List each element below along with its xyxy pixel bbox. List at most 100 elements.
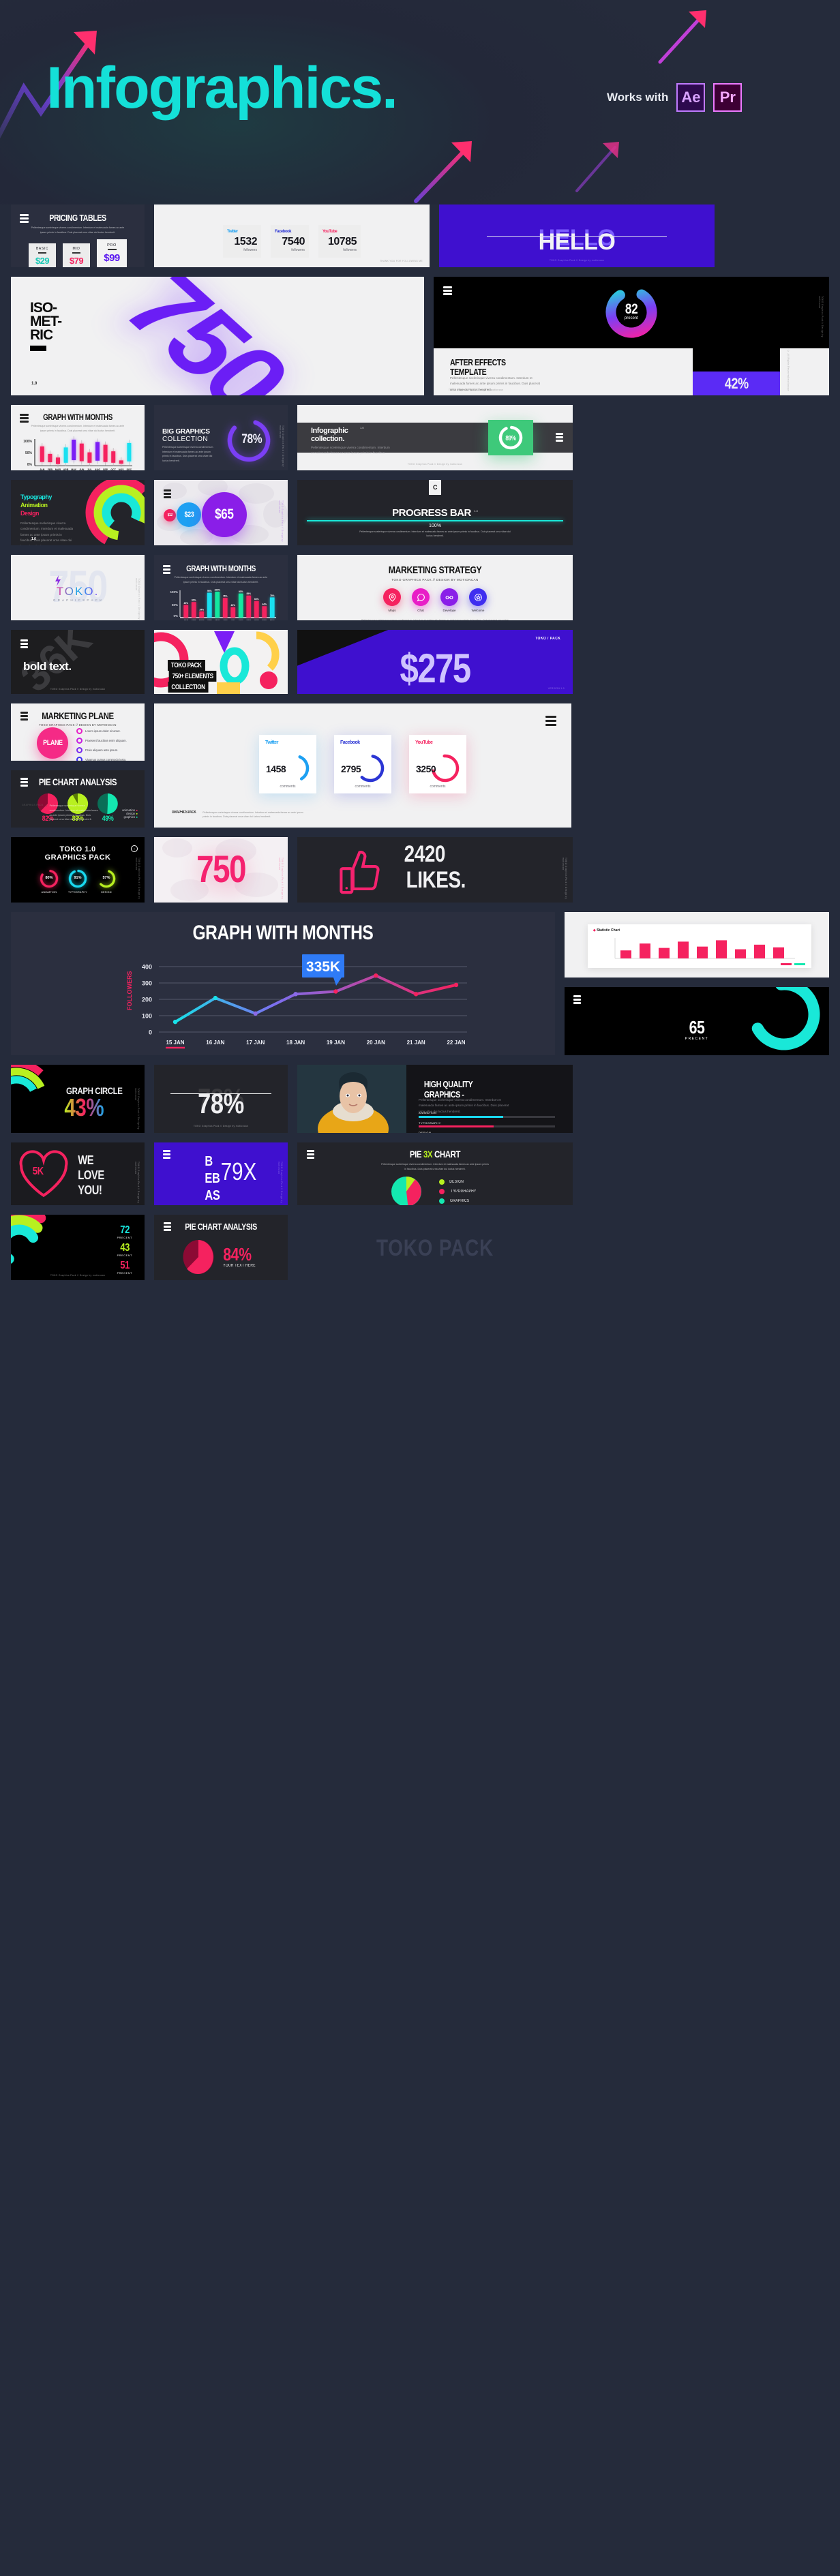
bubble-label: $23 <box>184 511 194 519</box>
panel-high-quality[interactable]: HIGH QUALITY GRAPHICS - Pellentesque sce… <box>297 1065 573 1133</box>
follower-count: 7540 <box>282 236 305 247</box>
panel-likes[interactable]: 2420 LIKES. TOKO Graphics Pack // Design… <box>297 837 573 903</box>
menu-icon[interactable] <box>545 716 556 726</box>
menu-icon[interactable] <box>307 1150 314 1159</box>
panel-graph-months-bars[interactable]: GRAPH WITH MONTHS Pellentesque scelerisq… <box>154 555 288 620</box>
panel-graph-months-candles[interactable]: GRAPH WITH MONTHS Pellentesque scelerisq… <box>11 405 145 470</box>
panel-pink-750[interactable]: 750 TOKO Graphics Pack // Design by moti… <box>154 837 288 903</box>
panel-followers[interactable]: Twitter 1532 followers Facebook 7540 fol… <box>154 204 430 267</box>
panel-pie-analysis[interactable]: PIE CHART ANALYSIS 82% 89% <box>11 770 145 828</box>
panel-bebas[interactable]: B EB AS 79X TOKO Graphics Pack // Design… <box>154 1142 288 1205</box>
plane-circle[interactable]: PLANE <box>37 727 68 759</box>
panel-donut-65[interactable]: 65 PRECENT <box>564 987 829 1055</box>
menu-icon[interactable] <box>164 1222 171 1231</box>
pink-750-background <box>162 838 278 901</box>
menu-icon[interactable] <box>20 639 28 648</box>
panel-toko-750[interactable]: 750 TOKO. G R A P H I C S P A C K TOKO G… <box>11 555 145 620</box>
toko-subtitle: G R A P H I C S P A C K <box>52 598 103 602</box>
menu-icon[interactable] <box>20 214 29 223</box>
panel-toko-graphics-pack[interactable]: TOKO 1.0 GRAPHICS PACK ⌄ 80% ANIAMTION 9… <box>11 837 145 903</box>
donut-item[interactable]: 80% ANIAMTION <box>39 868 59 894</box>
comment-card[interactable]: Twitter 1458 comments <box>259 735 316 793</box>
panel-ae-template[interactable]: AFTER EFFECTS TEMPLATE Pellentesque scel… <box>433 348 829 395</box>
bubble-medium[interactable]: $23 <box>177 502 201 527</box>
panel-pie-3x[interactable]: PIE 3X CHART Pellentesque scelerisque vi… <box>297 1142 573 1205</box>
donut-item[interactable]: 91% TYPOGRAPHY <box>68 868 88 894</box>
donut-item[interactable]: 57% DESIGN <box>96 868 117 894</box>
pie-item[interactable]: 89% <box>68 793 89 823</box>
panel-isometric[interactable]: ISO- MET- RIC 750 1.0 <box>11 277 424 395</box>
arc-unit: PRECENT <box>117 1237 132 1239</box>
svg-text:15 JAN: 15 JAN <box>166 1040 184 1046</box>
legend-item[interactable]: DESIGN <box>438 1179 479 1185</box>
panel-line-graph[interactable]: GRAPH WITH MONTHS 0 100 200 300 400 FOLLOWER… <box>11 912 555 1055</box>
panel-bubbles[interactable]: $12 $23 $65 TOKO Graphics Pack // Design… <box>154 480 288 545</box>
legend-item[interactable]: GRAPHICS <box>438 1198 479 1204</box>
panel-percent-78[interactable]: 78% 78% TOKO Graphics Pack // Design by … <box>154 1065 288 1133</box>
strategy-item[interactable]: Welcome <box>469 588 487 612</box>
we-love-line-2: LOVE <box>78 1168 104 1182</box>
panel-price-275[interactable]: TOKO / PACK $275 VERSION 1.0 <box>297 630 573 694</box>
follower-card[interactable]: Twitter 1532 followers <box>223 225 261 258</box>
panel-marketing-strategy[interactable]: MARKETING STRATEGY TOKO GRAPHICS PACK //… <box>297 555 573 620</box>
menu-icon[interactable] <box>20 712 28 721</box>
strategy-item[interactable]: Chat <box>412 588 430 612</box>
pie-item[interactable]: 82% <box>38 793 58 823</box>
plane-bullet[interactable]: Lorem ipsum dolor sit amet. <box>76 728 127 734</box>
works-with-label: Works with <box>607 91 669 104</box>
chat-bubble-icon <box>412 588 430 606</box>
comment-card[interactable]: YouTube 3250 comments <box>409 735 466 793</box>
bubble-large[interactable]: $65 <box>202 492 247 537</box>
strategy-item[interactable]: Develope <box>440 588 458 612</box>
panel-triple-arc[interactable]: 72 PRECENT 43 PRECENT 51 PRECENT TOKO Gr… <box>11 1215 145 1280</box>
panel-hello[interactable]: HELLO HELLO TOKO Graphics Pack // Design… <box>439 204 715 267</box>
menu-icon[interactable] <box>442 286 452 295</box>
likes-word: LIKES. <box>406 867 466 893</box>
ae-title-line-1: AFTER EFFECTS <box>449 357 506 367</box>
panel-comments[interactable]: Twitter 1458 comments Facebook 2795 comm… <box>154 703 571 828</box>
panel-toko-pack-promo[interactable]: TOKO PACK 750+ ELEMENTS COLLECTION <box>154 630 288 694</box>
pricing-plan-card[interactable]: MID $79 LEARN MORE <box>63 243 90 267</box>
ae-title-line-2: TEMPLATE <box>449 366 487 377</box>
statistic-card[interactable]: ◆ Statistic Chart <box>587 924 811 968</box>
strategy-item[interactable]: Maps <box>383 588 401 612</box>
progress-version: 1.0 <box>474 509 478 513</box>
menu-icon[interactable] <box>163 1150 170 1159</box>
pricing-plan-card[interactable]: BASIC $29 LEARN MORE <box>29 243 56 267</box>
panel-marketing-plane[interactable]: MARKETING PLANE TOKO GRAPHICS PACK // DE… <box>11 703 145 761</box>
menu-icon[interactable] <box>20 414 29 423</box>
bubble-small[interactable]: $12 <box>164 509 176 521</box>
panel-progress-bar[interactable]: C PROGRESS BAR 1.0 100% Pellentesque sce… <box>297 480 573 545</box>
menu-icon[interactable] <box>573 995 581 1004</box>
panel-statistic-chart[interactable]: ◆ Statistic Chart <box>564 912 829 978</box>
donut-65-value: 65 <box>689 1017 705 1037</box>
progress-track <box>307 520 563 521</box>
plane-bullet[interactable]: Vivamus cursus commodo justo. <box>76 757 127 761</box>
chevron-down-icon[interactable]: ⌄ <box>131 845 138 852</box>
panel-big-graphics[interactable]: BIG GRAPHICS COLLECTION Pellentesque sce… <box>154 405 288 470</box>
menu-icon[interactable] <box>164 489 171 498</box>
menu-icon[interactable] <box>163 565 170 574</box>
follower-card[interactable]: Facebook 7540 followers <box>271 225 309 258</box>
comment-card[interactable]: Facebook 2795 comments <box>334 735 391 793</box>
plane-bullet[interactable]: Praesent faucibus enim aliquam. <box>76 738 127 744</box>
panel-graph-circle[interactable]: GRAPH CIRCLE 43% TOKO Graphics Pack // D… <box>11 1065 145 1133</box>
panel-infographic-collection[interactable]: Infographic 1.0 collection. Pellentesque… <box>297 405 573 470</box>
panel-pie-84[interactable]: PIE CHART ANALYSIS 84% YOUR TEXT HERE <box>154 1215 288 1280</box>
follower-card[interactable]: YouTube 10785 followers <box>318 225 361 258</box>
pricing-plan-card[interactable]: PRO $99 LEARN MORE <box>97 239 127 267</box>
plane-bullet[interactable]: Proin aliquam ante ipsum. <box>76 747 127 753</box>
legend-item[interactable]: TYPOGRAPHY <box>438 1189 479 1195</box>
panel-pricing-tables[interactable]: PRICING TABLES Pellentesque scelerisque … <box>11 204 145 267</box>
menu-icon[interactable] <box>20 778 28 787</box>
panel-bold-text[interactable]: 36K bold text. TOKO Graphics Pack // Des… <box>11 630 145 694</box>
comment-value: 2795 <box>341 763 361 774</box>
star-badge-icon <box>469 588 487 606</box>
pie-item[interactable]: 49% <box>97 793 118 823</box>
menu-icon[interactable] <box>556 433 563 442</box>
panel-donut-82[interactable]: 82 precent TOKO Graphics Pack // Design … <box>433 277 829 348</box>
panel-typography[interactable]: Typography Animation Design Pellentesque… <box>11 480 145 545</box>
panel-we-love-you[interactable]: 5K WE LOVE YOU! TOKO Graphics Pack // De… <box>11 1142 145 1205</box>
svg-text:JUL: JUL <box>87 468 93 470</box>
portrait-illustration <box>297 1065 406 1133</box>
